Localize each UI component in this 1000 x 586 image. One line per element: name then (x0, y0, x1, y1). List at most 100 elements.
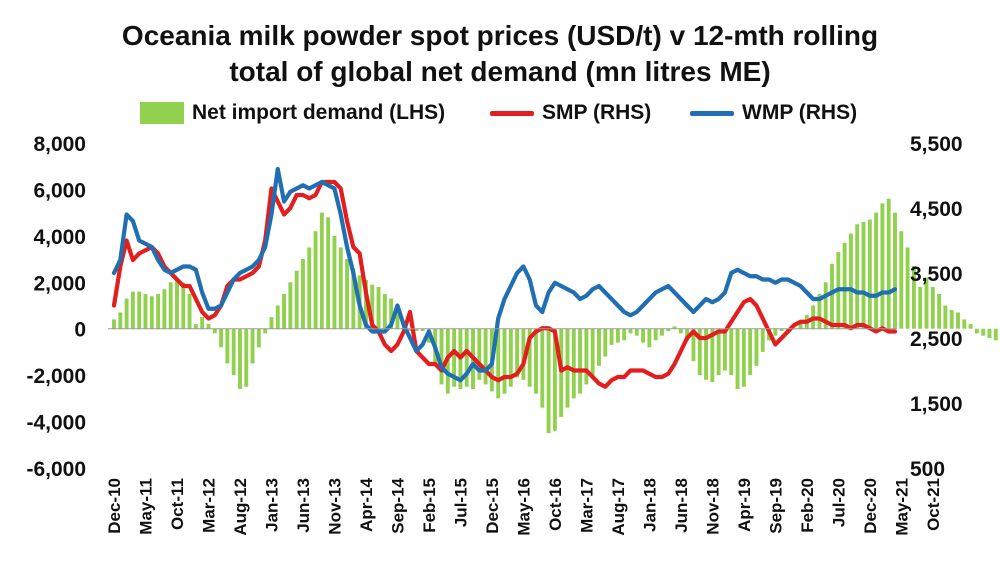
net-import-demand-bar (301, 259, 305, 329)
net-import-demand-bar (193, 324, 198, 329)
left-axis-tick-label: 0 (74, 319, 86, 342)
net-import-demand-bar (540, 328, 545, 408)
net-import-demand-bar (911, 266, 916, 329)
net-import-demand-bar (735, 328, 740, 390)
net-import-demand-bar (338, 247, 343, 329)
net-import-demand-bar (452, 328, 457, 387)
net-import-demand-bar (143, 293, 148, 329)
net-import-demand-bar (219, 328, 224, 348)
net-import-demand-bar (250, 328, 255, 364)
x-axis-tick-label: Dec-10 (105, 478, 124, 534)
x-axis-tick-label: Aug-12 (231, 478, 250, 536)
x-axis-tick-label: Jan-13 (262, 478, 281, 532)
net-import-demand-bar (716, 328, 721, 376)
x-axis-tick-label: May-11 (136, 478, 155, 535)
left-axis-tick-label: 6,000 (33, 179, 86, 202)
net-import-demand-bar (930, 286, 935, 329)
net-import-demand-bar (987, 328, 992, 338)
net-import-demand-bar (508, 328, 513, 387)
net-import-demand-bar (351, 268, 356, 329)
net-import-demand-bar (408, 328, 412, 332)
x-axis-tick-label: Sep-19 (766, 478, 785, 534)
net-import-demand-bar (534, 328, 538, 394)
net-import-demand-bar (597, 328, 601, 366)
chart-title-line-2: total of global net demand (mn litres ME… (229, 56, 771, 87)
net-import-demand-bar (647, 328, 652, 348)
legend-swatch-smp (490, 110, 534, 116)
net-import-demand-bar (200, 317, 205, 329)
net-import-demand-bar (578, 328, 583, 394)
left-axis-tick-label: 4,000 (33, 226, 86, 249)
net-import-demand-bar (943, 305, 948, 329)
net-import-demand-bar (685, 328, 690, 341)
net-import-demand-bar (527, 328, 532, 387)
legend-item-wmp: WMP (RHS) (690, 98, 857, 128)
net-import-demand-bar (275, 305, 280, 329)
net-import-demand-bar (206, 324, 211, 329)
net-import-demand-bar (773, 328, 778, 336)
net-import-demand-bar (502, 328, 507, 394)
x-axis-tick-label: Dec-20 (861, 478, 880, 534)
x-axis-tick-label: Mar-17 (577, 478, 596, 533)
net-import-demand-bar (288, 282, 293, 329)
net-import-demand-bar (521, 328, 526, 380)
net-import-demand-bar (886, 198, 891, 329)
left-axis-tick-label: -4,000 (26, 412, 86, 435)
net-import-demand-bar (477, 328, 482, 380)
net-import-demand-bar (615, 328, 620, 343)
net-import-demand-bar (256, 328, 261, 348)
axes-group: 8,000 6,000 4,000 2,000 0 -2,000 -4,000 -6,000 5… (26, 133, 962, 536)
net-import-demand-bar (937, 293, 942, 329)
net-import-demand-bar (130, 291, 135, 329)
net-import-demand-bar (704, 328, 709, 380)
net-import-demand-bar (956, 312, 960, 329)
net-import-demand-bar (118, 312, 123, 329)
legend: Net import demand (LHS) SMP (RHS) WMP (R… (0, 98, 1000, 128)
line-series-group (111, 166, 898, 389)
net-import-demand-bar (893, 212, 897, 329)
net-import-demand-bar (691, 328, 696, 362)
net-import-demand-bar (584, 328, 589, 385)
x-axis-tick-label: Apr-19 (735, 478, 754, 532)
net-import-demand-bar (634, 328, 639, 336)
net-import-demand-bar (187, 293, 192, 329)
x-axis-tick-label: Apr-14 (357, 477, 376, 531)
net-import-demand-bar (628, 328, 633, 334)
x-axis-tick-label: Mar-12 (199, 478, 218, 533)
net-import-demand-bar (363, 279, 368, 329)
net-import-demand-bar (874, 212, 879, 329)
net-import-demand-bar (546, 328, 551, 434)
net-import-demand-bar (710, 328, 715, 383)
net-import-demand-bar (817, 293, 822, 329)
net-import-demand-bar (244, 328, 249, 387)
net-import-demand-bar (319, 212, 324, 329)
left-axis-tick-label: -6,000 (26, 458, 86, 481)
legend-label-wmp: WMP (RHS) (742, 101, 858, 124)
net-import-demand-bar (181, 282, 186, 329)
legend-label-net-import-demand: Net import demand (LHS) (192, 101, 446, 124)
net-import-demand-bar (212, 328, 217, 334)
left-axis-tick-label: 8,000 (33, 133, 86, 156)
x-axis-tick-label: Nov-18 (703, 478, 722, 535)
net-import-demand-bar (981, 328, 986, 336)
x-axis-tick-label: Feb-20 (798, 478, 817, 533)
wmp-line (111, 166, 898, 383)
net-import-demand-bar (124, 298, 129, 329)
net-import-demand-bar (464, 328, 469, 387)
net-import-demand-bar (842, 242, 847, 329)
net-import-demand-bar (830, 263, 834, 329)
net-import-demand-bar (741, 328, 746, 387)
net-import-demand-bar (653, 328, 658, 341)
left-axis-tick-label: -2,000 (26, 365, 86, 388)
net-import-demand-bar (439, 328, 444, 385)
x-axis-tick-label: Feb-15 (420, 478, 439, 533)
net-import-demand-bar (307, 247, 312, 329)
net-import-demand-bar (924, 277, 929, 329)
net-import-demand-bar (861, 221, 866, 329)
net-import-demand-bar (754, 328, 759, 366)
net-import-demand-bar (313, 231, 318, 329)
x-axis-tick-label: Sep-14 (388, 477, 407, 533)
net-import-demand-bar (697, 328, 702, 376)
x-axis-tick-label: Jul-20 (829, 478, 848, 527)
